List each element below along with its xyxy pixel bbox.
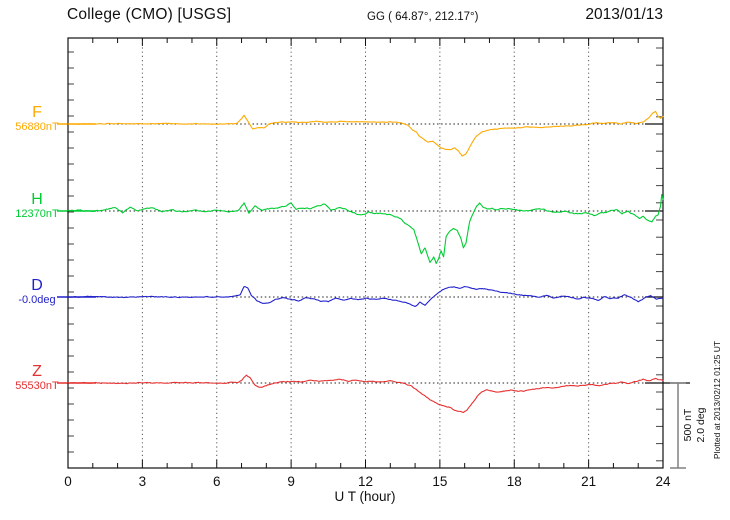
geographic-coords-label: GG ( 64.87°, 212.17°) xyxy=(367,11,479,23)
scale-nt-label: 500 nT xyxy=(682,408,694,442)
channel-letter-f: F xyxy=(32,104,42,121)
x-axis-title: U T (hour) xyxy=(334,489,396,504)
x-tick-label: 3 xyxy=(138,474,147,489)
date-label: 2013/01/13 xyxy=(585,6,663,23)
x-tick-label: 24 xyxy=(655,474,671,489)
x-tick-label: 21 xyxy=(581,474,597,489)
channel-letter-d: D xyxy=(31,277,43,294)
channel-baseline-value-z: 55530nT xyxy=(15,380,59,392)
scale-bar-labels: 500 nT 2.0 deg xyxy=(682,382,708,468)
channel-label-z: Z 55530nT xyxy=(6,363,68,393)
channel-baseline-value-h: 12370nT xyxy=(15,208,59,220)
plotted-at-label: Plotted at 2013/02/12 01:25 UT xyxy=(712,340,722,460)
channel-label-f: F 56880nT xyxy=(6,104,68,134)
channel-baseline-value-f: 56880nT xyxy=(15,121,59,133)
channel-baseline-value-d: -0.0deg xyxy=(18,294,56,306)
x-tick-label: 6 xyxy=(212,474,221,489)
channel-letter-h: H xyxy=(31,191,43,208)
channel-label-d: D -0.0deg xyxy=(6,277,68,307)
x-tick-label: 12 xyxy=(357,474,374,489)
x-tick-label: 9 xyxy=(287,474,295,489)
x-tick-label: 0 xyxy=(64,474,72,489)
channel-letter-z: Z xyxy=(32,363,42,380)
x-tick-label: 15 xyxy=(432,474,448,489)
channel-label-h: H 12370nT xyxy=(6,191,68,221)
x-tick-label: 18 xyxy=(506,474,522,489)
page-title: College (CMO) [USGS] xyxy=(67,6,232,23)
scale-deg-label: 2.0 deg xyxy=(694,407,707,443)
